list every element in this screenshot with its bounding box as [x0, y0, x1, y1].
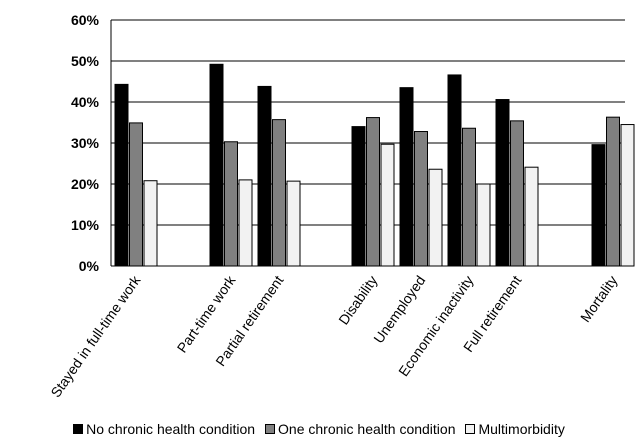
bar [399, 87, 414, 267]
legend-item-multimorbidity: Multimorbidity [465, 421, 565, 437]
bar [510, 120, 524, 267]
y-tick-label: 0% [79, 258, 100, 274]
bar [224, 141, 238, 267]
bar [606, 116, 620, 267]
bar [591, 144, 606, 267]
y-axis: 0% 10% 20% 30% 40% 50% 60% [71, 12, 112, 274]
x-tick-label: Stayed in full-time work [47, 272, 144, 401]
bar [257, 85, 272, 267]
bar [366, 117, 380, 267]
y-tick-label: 50% [71, 53, 100, 69]
bar [143, 180, 158, 267]
bar [380, 143, 395, 267]
x-tick-label: Disability [335, 273, 380, 328]
legend: No chronic health condition One chronic … [0, 419, 638, 439]
y-tick-label: 40% [71, 94, 100, 110]
legend-swatch-white [465, 424, 476, 434]
y-tick-label: 30% [71, 135, 100, 151]
legend-item-no-chronic: No chronic health condition [73, 421, 255, 437]
bar [114, 83, 129, 267]
bars [114, 63, 635, 267]
legend-swatch-black [73, 424, 84, 434]
bar [286, 180, 301, 267]
bar [462, 127, 476, 267]
legend-label: Multimorbidity [478, 421, 565, 437]
legend-item-one-chronic: One chronic health condition [265, 421, 455, 437]
bar [428, 168, 443, 267]
x-tick-label: Mortality [577, 273, 620, 326]
bar [272, 119, 286, 267]
bar [447, 74, 462, 267]
legend-label: No chronic health condition [86, 421, 256, 437]
bar [476, 183, 491, 267]
bar [351, 126, 366, 267]
legend-label: One chronic health condition [278, 421, 456, 437]
bar [238, 179, 253, 267]
bar [209, 63, 224, 267]
y-tick-label: 20% [71, 176, 100, 192]
bar-chart: 0% 10% 20% 30% 40% 50% 60% Stayed in full-time… [47, 12, 635, 401]
x-axis: Stayed in full-time work Part-time workPa… [47, 265, 625, 401]
legend-swatch-gray [265, 424, 276, 434]
bar [620, 124, 635, 267]
y-tick-label: 60% [71, 12, 100, 28]
bar [414, 131, 428, 267]
bar [129, 122, 143, 267]
bar [524, 166, 539, 267]
y-tick-label: 10% [71, 217, 100, 233]
bar [495, 99, 510, 267]
